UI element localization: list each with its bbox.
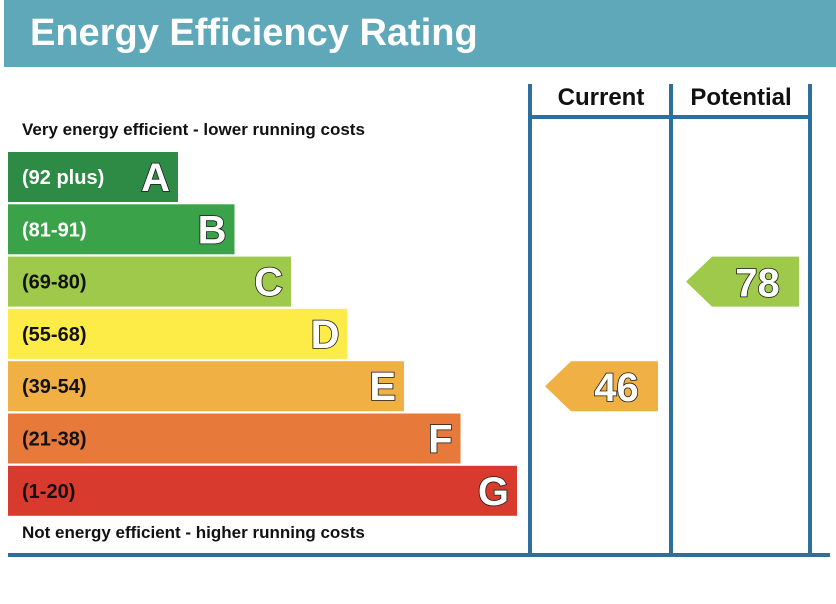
potential-column-header: Potential [690,84,791,111]
current-rating-arrow: 46 [545,361,658,412]
top-note: Very energy efficient - lower running co… [22,120,365,139]
band-a-letter: A [141,156,170,200]
band-e-letter: E [369,365,396,409]
rating-arrows: 46 78 [545,256,799,412]
potential-rating-arrow-value: 78 [735,262,780,306]
header-bar: Energy Efficiency Rating [4,0,836,67]
band-d-bar [8,308,348,359]
rating-columns-frame [8,84,830,557]
band-g: (1-20) G [8,465,517,516]
page-title: Energy Efficiency Rating [30,12,478,54]
band-b-range: (81-91) [22,219,86,241]
band-f-letter: F [428,418,452,462]
band-b-letter: B [198,208,227,252]
band-g-range: (1-20) [22,481,75,503]
band-g-bar [8,465,517,516]
rating-bands: (92 plus) A(81-91) B(69-80) C(55-68) D(39-54… [8,152,517,516]
band-d-range: (55-68) [22,324,86,346]
band-c: (69-80) C [8,256,291,307]
potential-rating-arrow-shape [686,256,799,307]
band-f-range: (21-38) [22,429,86,451]
band-d: (55-68) D [8,308,348,359]
band-b-bar [8,204,235,255]
band-g-letter: G [478,470,509,514]
current-column-header: Current [558,84,645,111]
band-d-letter: D [311,313,340,357]
bottom-note: Not energy efficient - higher running co… [22,523,365,542]
band-c-letter: C [254,261,283,305]
band-e-range: (39-54) [22,376,86,398]
band-a-bar [8,152,178,202]
band-e-bar [8,361,404,412]
band-f-bar [8,413,461,464]
band-a: (92 plus) A [8,152,178,202]
band-e: (39-54) E [8,361,404,412]
band-c-range: (69-80) [22,272,86,294]
potential-rating-arrow: 78 [686,256,799,307]
current-rating-arrow-shape [545,361,658,412]
band-b: (81-91) B [8,204,235,255]
band-a-range: (92 plus) [22,167,104,189]
band-c-bar [8,256,291,307]
current-rating-arrow-value: 46 [594,366,639,410]
band-f: (21-38) F [8,413,461,464]
